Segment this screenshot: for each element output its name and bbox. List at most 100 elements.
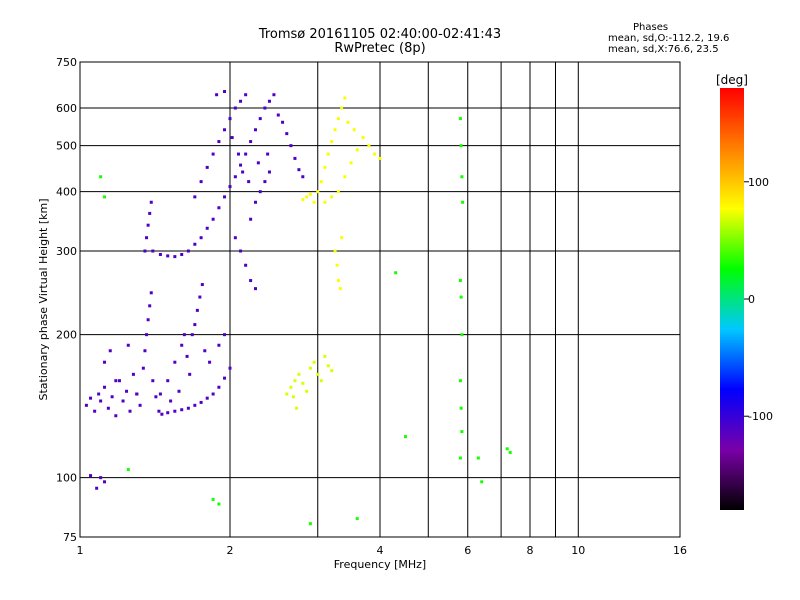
- data-point: [316, 190, 320, 194]
- data-point: [249, 217, 253, 221]
- data-point: [263, 106, 267, 110]
- data-point: [126, 343, 130, 347]
- x-tick-label: 10: [571, 544, 585, 557]
- data-point: [285, 132, 289, 136]
- data-point: [199, 400, 203, 404]
- data-point: [460, 175, 464, 179]
- data-point: [173, 360, 177, 364]
- data-point: [151, 249, 155, 253]
- phase-stats-x-label: mean, sd,X:: [608, 44, 668, 55]
- data-point: [312, 200, 316, 204]
- data-point: [193, 323, 197, 327]
- data-point: [340, 106, 344, 110]
- data-point: [217, 385, 221, 389]
- data-point: [458, 456, 462, 460]
- data-point: [301, 175, 305, 179]
- data-point: [308, 366, 312, 370]
- data-point: [335, 263, 339, 267]
- data-point: [236, 152, 240, 156]
- data-point: [199, 236, 203, 240]
- data-point: [223, 376, 227, 380]
- colorbar-gradient: [720, 88, 744, 510]
- data-point: [154, 395, 158, 399]
- data-point: [249, 279, 253, 283]
- data-point: [458, 279, 462, 283]
- data-point: [394, 271, 398, 275]
- data-point: [333, 249, 337, 253]
- data-point: [215, 93, 219, 97]
- data-point: [190, 333, 194, 337]
- data-point: [460, 333, 464, 337]
- data-point: [131, 372, 135, 376]
- y-tick-label: 600: [56, 102, 77, 115]
- data-point: [505, 447, 509, 451]
- data-point: [230, 136, 234, 140]
- x-tick-label: 6: [464, 544, 471, 557]
- data-point: [336, 190, 340, 194]
- data-point: [266, 152, 270, 156]
- data-point: [249, 140, 253, 144]
- x-tick-label: 1: [77, 544, 84, 557]
- y-tick-label: 500: [56, 140, 77, 153]
- data-point: [301, 198, 305, 202]
- data-point: [336, 279, 340, 283]
- data-point: [148, 211, 152, 215]
- data-point: [99, 476, 103, 480]
- data-point: [211, 152, 215, 156]
- data-point: [459, 295, 463, 299]
- data-point: [323, 200, 327, 204]
- data-point: [253, 200, 257, 204]
- data-point: [330, 140, 334, 144]
- data-point: [239, 163, 243, 167]
- phase-stats-heading: Phases: [633, 22, 669, 33]
- data-point: [103, 385, 107, 389]
- data-point: [308, 522, 312, 526]
- data-point: [177, 389, 181, 393]
- data-point: [157, 409, 161, 413]
- data-point: [223, 90, 227, 94]
- data-point: [217, 140, 221, 144]
- data-point: [239, 99, 243, 103]
- data-point: [149, 291, 153, 295]
- data-point: [295, 406, 299, 410]
- data-point: [223, 128, 227, 132]
- data-point: [126, 468, 130, 472]
- data-point: [247, 180, 251, 184]
- data-point: [349, 161, 353, 165]
- colorbar-label: [deg]: [716, 73, 748, 87]
- colorbar: [deg] 100 0 -100: [716, 73, 773, 510]
- data-point: [211, 217, 215, 221]
- data-point: [166, 379, 170, 383]
- y-tick-label: 300: [56, 245, 77, 258]
- data-point: [121, 399, 125, 403]
- data-point: [146, 223, 150, 227]
- data-point: [199, 180, 203, 184]
- data-point: [373, 152, 377, 156]
- x-tick-label: 4: [377, 544, 384, 557]
- data-point: [93, 409, 97, 413]
- data-point: [200, 283, 204, 287]
- data-point: [158, 252, 162, 256]
- data-point: [253, 128, 257, 132]
- data-point: [461, 200, 465, 204]
- data-point: [114, 379, 118, 383]
- data-point: [285, 392, 289, 396]
- chart-title: Tromsø 20161105 02:40:00-02:41:43: [258, 27, 502, 42]
- data-point: [367, 144, 371, 148]
- data-point: [193, 403, 197, 407]
- data-point: [208, 360, 212, 364]
- data-point: [308, 192, 312, 196]
- data-point: [458, 379, 462, 383]
- data-points: [84, 90, 512, 526]
- data-point: [330, 195, 334, 199]
- data-point: [378, 156, 382, 160]
- phase-stats-o-label: mean, sd,O:: [608, 33, 669, 44]
- colorbar-tick-label: 100: [748, 176, 769, 189]
- data-point: [346, 120, 350, 124]
- data-point: [293, 156, 297, 160]
- plot-frame: [79, 61, 681, 538]
- data-point: [289, 385, 293, 389]
- data-point: [185, 354, 189, 358]
- data-point: [330, 369, 334, 373]
- data-point: [128, 409, 132, 413]
